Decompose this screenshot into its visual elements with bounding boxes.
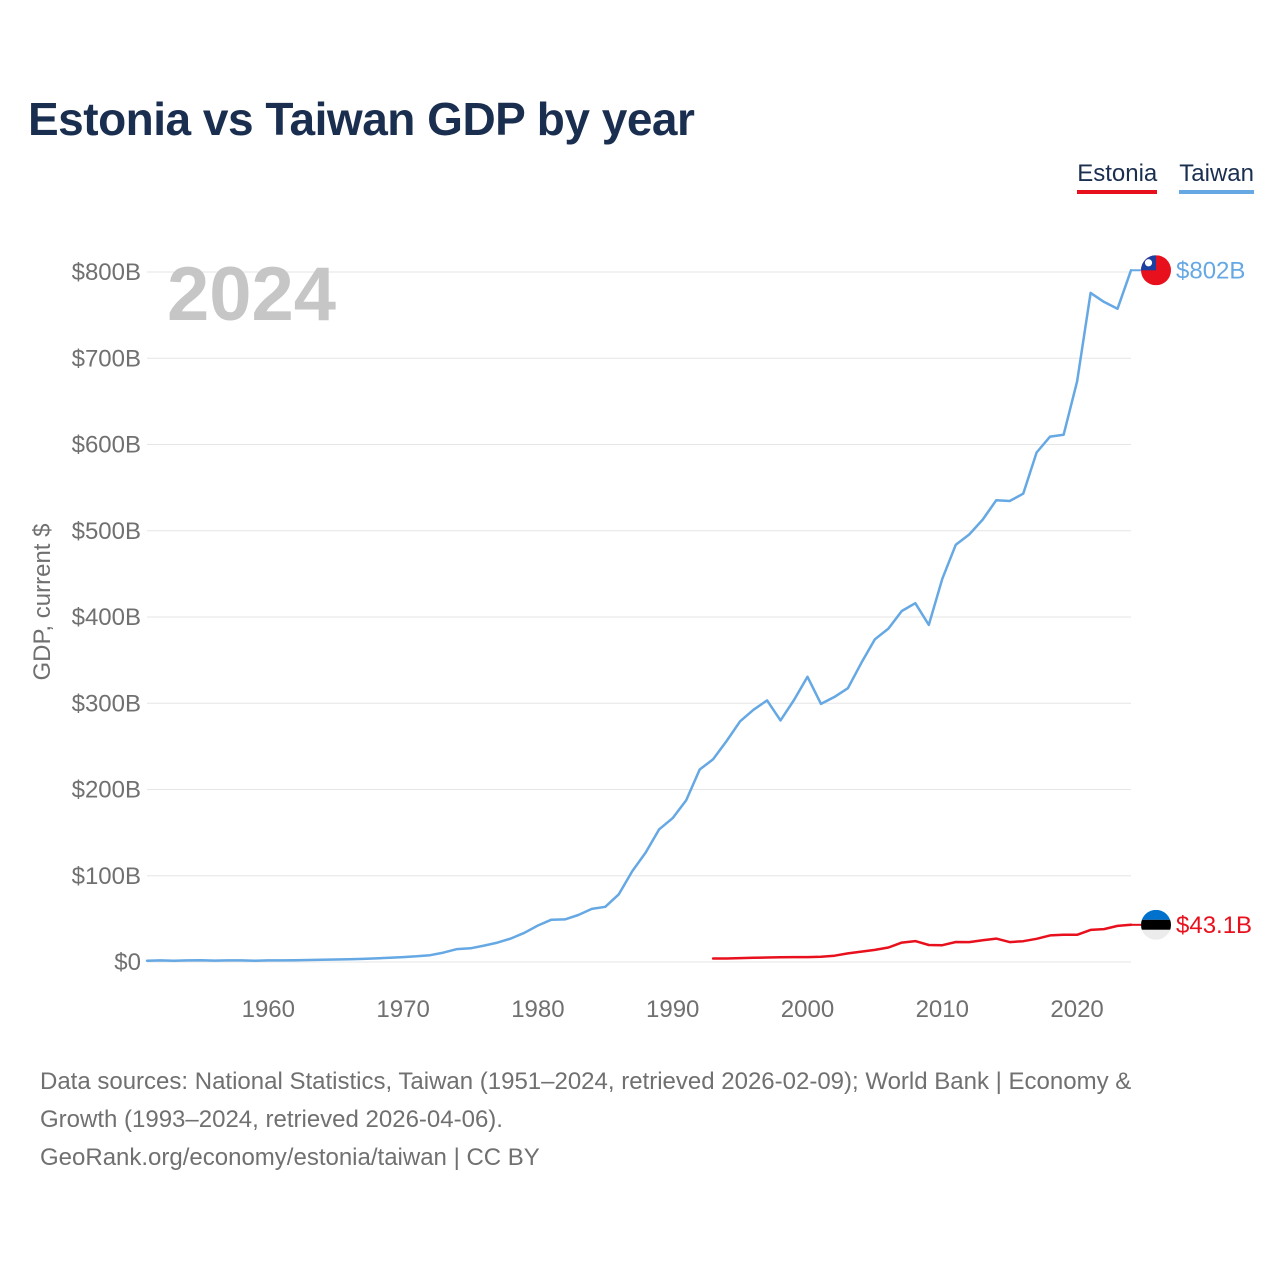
gridlines bbox=[147, 271, 1131, 963]
y-tick-label: $800B bbox=[72, 259, 141, 286]
estonia-end-label: $43.1B bbox=[1176, 912, 1252, 939]
legend-item-estonia[interactable]: Estonia bbox=[1077, 160, 1158, 194]
y-axis-label: GDP, current $ bbox=[29, 524, 56, 681]
y-tick-label: $200B bbox=[72, 777, 141, 804]
chart-title: Estonia vs Taiwan GDP by year bbox=[28, 93, 695, 145]
y-axis-ticks: $0 $100B $200B $300B $400B $500B $600B $700B $80… bbox=[72, 259, 141, 976]
x-axis-ticks: 1960 1970 1980 1990 2000 2010 2020 bbox=[242, 996, 1104, 1023]
y-tick-label: $400B bbox=[72, 604, 141, 631]
estonia-flag-icon bbox=[1141, 909, 1171, 940]
source-line-1: Data sources: National Statistics, Taiwa… bbox=[40, 1068, 1132, 1095]
x-tick-label: 2000 bbox=[781, 996, 834, 1023]
legend: Estonia Taiwan bbox=[1077, 160, 1254, 194]
year-watermark: 2024 bbox=[167, 252, 336, 337]
x-tick-label: 1990 bbox=[646, 996, 699, 1023]
attribution-line[interactable]: GeoRank.org/economy/estonia/taiwan | CC … bbox=[40, 1144, 540, 1171]
y-tick-label: $700B bbox=[72, 345, 141, 372]
x-tick-label: 1980 bbox=[511, 996, 564, 1023]
taiwan-flag-icon bbox=[1141, 255, 1171, 286]
x-tick-label: 1960 bbox=[242, 996, 295, 1023]
footer: Data sources: National Statistics, Taiwa… bbox=[40, 1063, 1240, 1177]
y-tick-label: $0 bbox=[114, 949, 141, 976]
y-tick-label: $100B bbox=[72, 863, 141, 890]
gdp-line-chart: $0 $100B $200B $300B $400B $500B $600B $700B $80… bbox=[29, 252, 1252, 1023]
x-tick-label: 2010 bbox=[916, 996, 969, 1023]
x-tick-label: 1970 bbox=[376, 996, 429, 1023]
y-tick-label: $500B bbox=[72, 518, 141, 545]
source-line-2: Growth (1993–2024, retrieved 2026-04-06)… bbox=[40, 1106, 503, 1133]
legend-item-taiwan[interactable]: Taiwan bbox=[1179, 160, 1254, 194]
x-tick-label: 2020 bbox=[1050, 996, 1103, 1023]
y-tick-label: $300B bbox=[72, 690, 141, 717]
taiwan-end-label: $802B bbox=[1176, 257, 1245, 284]
series-lines bbox=[145, 269, 1141, 962]
series-line-taiwan bbox=[145, 269, 1133, 962]
y-tick-label: $600B bbox=[72, 432, 141, 459]
series-line-estonia bbox=[711, 923, 1133, 960]
